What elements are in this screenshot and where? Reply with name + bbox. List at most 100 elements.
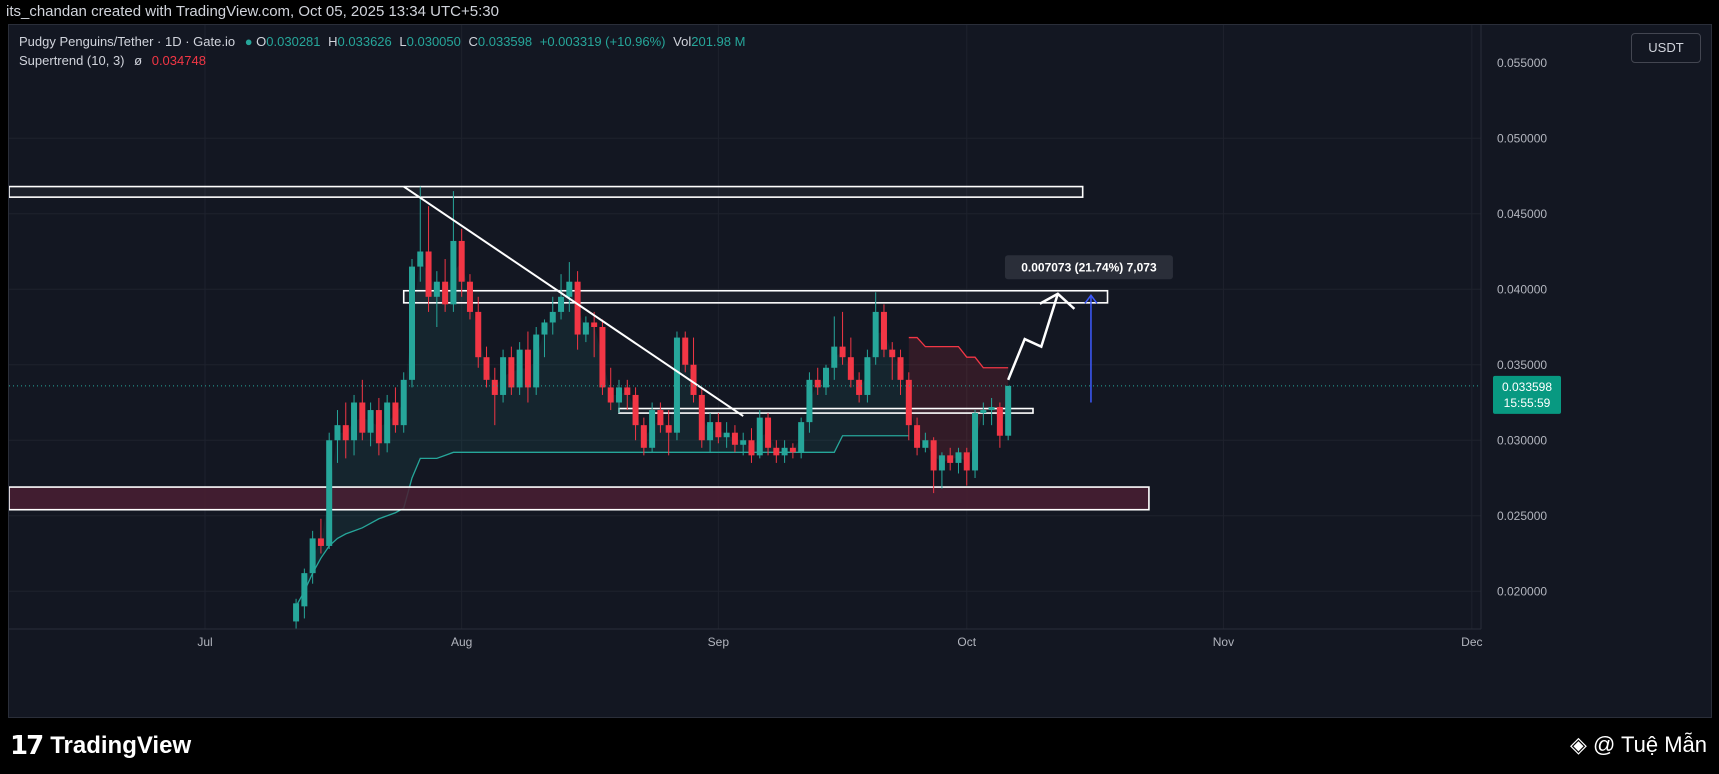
measure-label-box xyxy=(1004,255,1173,280)
candle-body xyxy=(624,387,631,395)
price-tick-label: 0.040000 xyxy=(1497,282,1547,296)
chart-canvas[interactable]: 0.007073 (21.74%) 7,073 0.020000 0.025000… xyxy=(9,25,1711,717)
candle-body xyxy=(508,357,515,388)
candle-body xyxy=(301,573,308,607)
grid xyxy=(9,25,1481,629)
symbol-legend: Pudgy Penguins/Tether · 1D · Gate.io ● O… xyxy=(19,34,745,49)
candle-body xyxy=(889,349,896,358)
candle-body xyxy=(342,425,349,441)
candle-body xyxy=(897,357,904,380)
time-tick-label: Sep xyxy=(708,635,730,649)
candle-body xyxy=(665,425,672,433)
time-tick-label: Jul xyxy=(197,635,212,649)
candle-body xyxy=(1005,385,1012,436)
supertrend-support-line xyxy=(295,435,909,607)
candle-body xyxy=(839,346,846,358)
visibility-icon[interactable]: ø xyxy=(134,53,143,68)
candle-body xyxy=(516,349,523,388)
candle-body xyxy=(475,311,482,358)
candle-body xyxy=(972,413,979,471)
drawings: 0.007073 (21.74%) 7,073 xyxy=(9,185,1481,417)
legend-volume: 201.98 M xyxy=(691,34,746,49)
candle-body xyxy=(392,402,399,426)
candle-body xyxy=(748,440,755,456)
candle-body xyxy=(317,538,324,546)
price-tick-label: 0.025000 xyxy=(1497,509,1547,523)
candle-body xyxy=(690,364,697,395)
candle-body xyxy=(814,379,821,388)
supertrend-resistance-fill xyxy=(908,337,1009,463)
indicator-name[interactable]: Supertrend (10, 3) xyxy=(19,53,125,68)
candle-body xyxy=(657,410,664,426)
candle-body xyxy=(947,455,954,463)
candle-body xyxy=(930,440,937,471)
supertrend-indicator xyxy=(295,259,1009,613)
tradingview-logo[interactable]: 17 TradingView xyxy=(10,728,191,764)
price-tick-label-partial: 0.055000 xyxy=(1497,56,1547,70)
candle-body xyxy=(591,322,598,327)
candle-body xyxy=(963,452,970,471)
candle-body xyxy=(450,240,457,305)
legend-low: 0.030050 xyxy=(406,34,461,49)
candle-body xyxy=(922,440,929,448)
candle-body xyxy=(442,281,449,305)
legend-close: 0.033598 xyxy=(477,34,533,49)
last-price-value: 0.033598 xyxy=(1502,380,1552,394)
candle-series xyxy=(293,186,1012,629)
candle-body xyxy=(491,379,498,395)
symbol-title[interactable]: Pudgy Penguins/Tether · 1D · Gate.io xyxy=(19,34,236,49)
candle-body xyxy=(756,417,763,456)
candle-body xyxy=(955,452,962,463)
candle-body xyxy=(466,281,473,312)
candle-body xyxy=(433,281,440,297)
footer: 17 TradingView ◈ @ Tuệ Mẫn xyxy=(0,718,1719,774)
price-tick-label: 0.045000 xyxy=(1497,207,1547,221)
legend-volume-label: Vol xyxy=(673,34,692,49)
indicator-legend[interactable]: Supertrend (10, 3) ø 0.034748 xyxy=(19,53,206,68)
candle-body xyxy=(541,322,548,335)
candle-body xyxy=(367,410,374,433)
legend-low-label: L xyxy=(399,34,407,49)
time-tick-label: Dec xyxy=(1461,635,1482,649)
author-name: @ Tuệ Mẫn xyxy=(1592,732,1707,757)
candle-body xyxy=(607,387,614,403)
currency-button[interactable]: USDT xyxy=(1631,33,1701,63)
legend-high: 0.033626 xyxy=(337,34,392,49)
projection-arrowhead xyxy=(1039,292,1076,310)
candle-body xyxy=(500,357,507,395)
measure-label: 0.007073 (21.74%) 7,073 xyxy=(1021,260,1157,274)
candle-body xyxy=(789,447,796,453)
supertrend-resistance-line xyxy=(908,336,1009,369)
candle-body xyxy=(533,334,540,388)
candle-body xyxy=(847,357,854,380)
candle-body xyxy=(632,394,639,426)
breakout-level-zone xyxy=(618,407,1034,414)
candle-body xyxy=(996,407,1003,436)
legend-open: 0.030281 xyxy=(266,34,321,49)
candle-body xyxy=(707,422,714,441)
mid-resistance-zone xyxy=(402,289,1109,304)
candle-body xyxy=(582,322,589,335)
axes: 0.020000 0.025000 0.030000 0.035000 0.040000… xyxy=(9,25,1561,649)
author-credit: ◈ @ Tuệ Mẫn xyxy=(1570,732,1707,758)
candle-body xyxy=(740,440,747,445)
candle-body xyxy=(649,410,656,448)
candle-body xyxy=(698,394,705,441)
chart-pane[interactable]: 0.007073 (21.74%) 7,073 0.020000 0.025000… xyxy=(8,24,1712,718)
last-price-countdown: 15:55:59 xyxy=(1504,396,1551,410)
candle-body xyxy=(682,337,689,365)
candle-body xyxy=(905,379,912,426)
candle-body xyxy=(723,432,730,438)
candle-body xyxy=(574,281,581,335)
legend-change: +0.003319 (+10.96%) xyxy=(539,34,666,49)
candle-body xyxy=(616,387,622,403)
candle-body xyxy=(673,337,680,433)
candle-body xyxy=(640,425,647,448)
price-tick-label: 0.030000 xyxy=(1497,433,1547,447)
candle-body xyxy=(293,603,300,622)
upper-resistance-zone xyxy=(9,185,1084,198)
attribution-text: its_chandan created with TradingView.com… xyxy=(6,3,499,20)
projection-path xyxy=(1007,293,1060,381)
candle-body xyxy=(326,440,333,546)
indicator-value: 0.034748 xyxy=(151,53,206,68)
